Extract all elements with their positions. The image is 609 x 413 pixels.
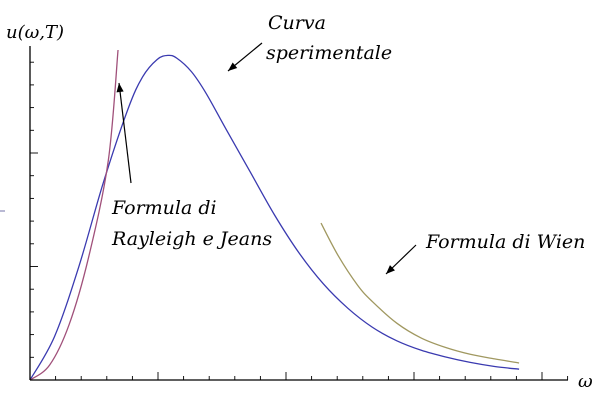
x-axis-label: ω: [578, 371, 593, 392]
y-axis-label: u(ω,T): [6, 22, 64, 43]
arrow-wien-head: [386, 265, 395, 274]
series-line-rayleigh-jeans: [29, 49, 119, 381]
annotation-curva-line-2: sperimentale: [266, 42, 392, 64]
annotation-arrows: [116, 42, 417, 275]
series-layer: [29, 49, 520, 381]
annotation-wien-line-1: Formula di Wien: [425, 231, 585, 253]
arrow-curva-head: [228, 62, 238, 71]
annotation-rayleigh-jeans-line-1: Formula di: [111, 197, 217, 219]
series-line-experimental: [29, 54, 520, 381]
annotation-curva-line-1: Curva: [268, 12, 326, 34]
series-line-wien: [320, 222, 520, 364]
tick-marks: [30, 61, 569, 380]
arrow-rayleigh-jeans-head: [116, 83, 124, 93]
annotation-rayleigh-jeans-line-2: Rayleigh e Jeans: [111, 228, 272, 250]
arrow-rayleigh-jeans: [118, 82, 132, 184]
